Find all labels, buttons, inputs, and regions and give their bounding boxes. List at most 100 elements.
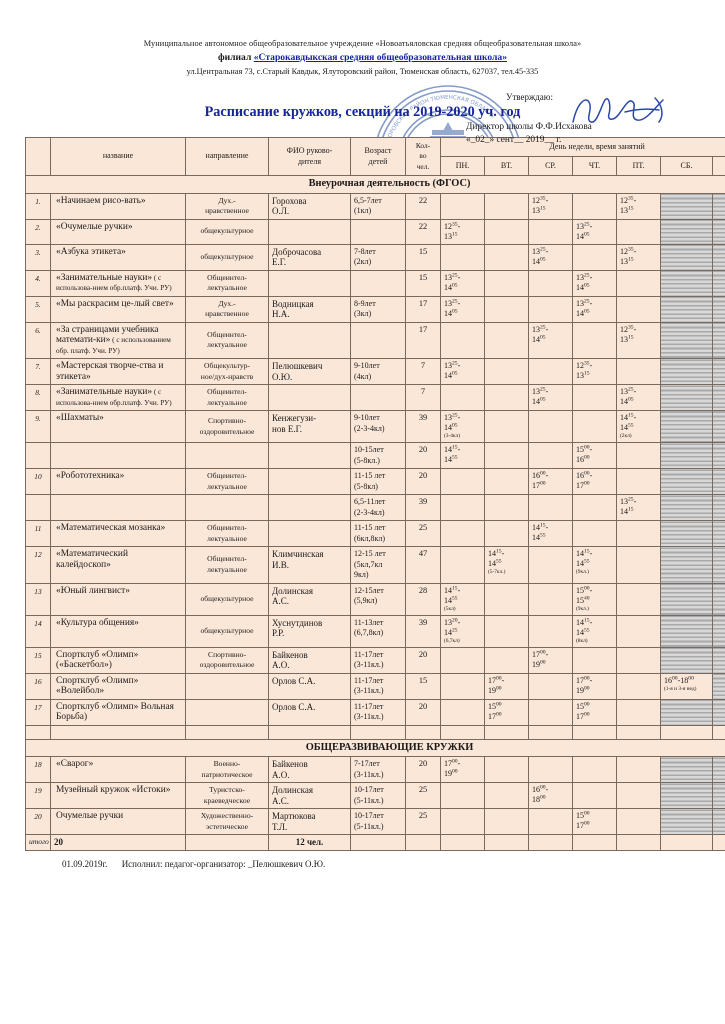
- cell-tuesday: [484, 646, 529, 674]
- cell-sunday: [711, 321, 725, 359]
- table-row[interactable]: 11 «Математическая мозанка» Общеинтел-лект…: [25, 520, 725, 547]
- table-row[interactable]: 15 Спортклуб «Олимп» («Баскетбол») Спортив…: [25, 646, 725, 674]
- cell-wednesday: 1235- 1315: [528, 192, 573, 220]
- cell-age: 10-17лет (5-11кл.): [350, 782, 406, 809]
- cell-tuesday: [484, 442, 529, 469]
- cell-sunday: [711, 218, 725, 245]
- section-header-row: ОБЩЕРАЗВИВАЮЩИЕ КРУЖКИ: [24, 738, 725, 757]
- cell-teacher: [268, 218, 351, 245]
- cell-friday: [616, 358, 661, 385]
- cell-monday: 1235- 1315: [440, 218, 485, 245]
- address-line: ул.Центральная 73, с.Старый Кавдык, Ялут…: [186, 67, 539, 76]
- cell-age: 11-13лет (6,7,8кл): [350, 614, 406, 648]
- cell-sunday: [711, 582, 725, 616]
- table-row[interactable]: 2. «Очумелые ручки» общекультурное 22 1235- 1…: [25, 218, 725, 245]
- cell-sunday: [711, 384, 725, 411]
- cell-count: 15: [405, 243, 441, 271]
- cell-count: 20: [405, 756, 441, 783]
- cell-tuesday: [484, 410, 529, 443]
- cell-name: «Юный лингвист»: [50, 582, 186, 616]
- total-sat: [660, 834, 713, 851]
- table-row[interactable]: 1. «Начинаем рисо-вать» Дух.- нравственное Г…: [25, 192, 725, 220]
- cell-saturday: [660, 243, 713, 271]
- cell-friday: [616, 808, 661, 835]
- cell-age: 12-15лет (5,9кл): [350, 582, 406, 616]
- cell-wednesday: [528, 442, 573, 469]
- total-persons: [405, 834, 441, 851]
- cell-name: «Занимательные науки» ( с использова-ние…: [50, 384, 186, 411]
- cell-name: «Математическая мозанка»: [50, 520, 186, 547]
- cell-direction: Общекультур-ное/дух-нравств: [185, 358, 269, 385]
- cell-count: 20: [405, 698, 441, 726]
- cell-name: [50, 442, 186, 469]
- table-row[interactable]: 6,5-11лет (2-3-4кл) 39 1325- 1415: [25, 494, 725, 521]
- cell-count: 20: [405, 468, 441, 495]
- table-row[interactable]: 10-15лет (5-8кл.) 20 1415- 1455 1500- 1600: [25, 442, 725, 469]
- cell-count: 7: [405, 358, 441, 385]
- cell-sunday: [711, 468, 725, 495]
- cell-wednesday: [528, 494, 573, 521]
- cell-friday: 1235- 1315: [616, 321, 661, 359]
- table-row[interactable]: 13 «Юный лингвист» общекультурное Долинская…: [25, 582, 725, 616]
- total-teachers: 12 чел.: [268, 834, 351, 851]
- table-row[interactable]: 8. «Занимательные науки» ( с использова-н…: [25, 384, 725, 411]
- table-row[interactable]: 5. «Мы раскрасим це-лый свет» Дух.- нравств…: [25, 295, 725, 323]
- cell-thursday: 1500- 1540 (9кл.): [572, 582, 617, 616]
- spacer-cell: [528, 724, 573, 740]
- cell-direction: Спортивно-оздоровительное: [185, 410, 269, 443]
- cell-count: 39: [405, 410, 441, 443]
- cell-thursday: [572, 321, 617, 359]
- table-row[interactable]: 19 Музейный кружок «Истоки» Туристско-крае…: [25, 782, 725, 809]
- cell-direction: Военно-патриотическое: [185, 756, 269, 783]
- col-header-direction: направление: [185, 137, 269, 176]
- cell-tuesday: 1415- 1455 (5-7кл.): [484, 546, 529, 584]
- spacer-cell: [50, 724, 186, 740]
- schedule-table: название направление ФИО руково- дителя …: [24, 137, 725, 851]
- cell-name: Очумелые ручки: [50, 808, 186, 835]
- table-row[interactable]: 20 Очумелые ручки Художественно-эстетическ…: [25, 808, 725, 835]
- table-row[interactable]: 14 «Культура общения» общекультурное Хуснут…: [25, 614, 725, 648]
- cell-name: «Шахматы»: [50, 410, 186, 443]
- table-row[interactable]: 4. «Занимательные науки» ( с использова-н…: [25, 269, 725, 297]
- cell-teacher: [268, 494, 351, 521]
- cell-tuesday: [484, 614, 529, 648]
- cell-monday: 1325- 1405 (3-4кл): [440, 410, 485, 443]
- table-row[interactable]: 9. «Шахматы» Спортивно-оздоровительное Кенж…: [25, 410, 725, 443]
- table-row[interactable]: 7. «Мастерская творче-ства и этикета» Обще…: [25, 358, 725, 385]
- cell-tuesday: [484, 520, 529, 547]
- table-row[interactable]: 18 «Сварог» Военно-патриотическое Байкенов А…: [25, 756, 725, 783]
- cell-teacher: Климчинская И.В.: [268, 546, 351, 584]
- cell-count: 22: [405, 192, 441, 220]
- table-row[interactable]: 6. «За страницами учебника математи-ки» (…: [25, 321, 725, 359]
- header-row-2: ПН. ВТ. СР. ЧТ. ПТ. СБ. ВСК: [26, 156, 725, 176]
- cell-teacher: [268, 442, 351, 469]
- cell-thursday: 1415- 1455 (9кл.): [572, 546, 617, 584]
- table-row[interactable]: 12 «Математический калейдоскоп» Общеинтел-…: [25, 546, 725, 584]
- spacer-cell: [350, 724, 406, 740]
- cell-name: Музейный кружок «Истоки»: [50, 782, 186, 809]
- cell-age: 9-10лет (2-3-4кл): [350, 410, 406, 443]
- approval-block: Утверждаю: Директор школы Ф.Ф.Исхакова «…: [444, 92, 679, 145]
- spacer-row: [25, 724, 725, 740]
- cell-monday: 1415- 1455 (5кл): [440, 582, 485, 616]
- total-direction: [185, 834, 269, 851]
- cell-sunday: [711, 192, 725, 220]
- cell-friday: [616, 269, 661, 297]
- cell-tuesday: [484, 218, 529, 245]
- row-number: [25, 442, 51, 469]
- table-row[interactable]: 3. «Азбука этикета» общекультурное Доброчас…: [25, 243, 725, 271]
- cell-sunday: [711, 614, 725, 648]
- cell-monday: [440, 520, 485, 547]
- cell-wednesday: 1325- 1405: [528, 243, 573, 271]
- cell-tuesday: [484, 269, 529, 297]
- row-number: 4.: [25, 269, 51, 297]
- cell-teacher: [268, 384, 351, 411]
- cell-direction: [185, 672, 269, 700]
- table-row[interactable]: 17 Спортклуб «Олимп» Вольная Борьба) Орлов…: [25, 698, 725, 726]
- cell-friday: 1325- 1405: [616, 384, 661, 411]
- cell-wednesday: [528, 756, 573, 783]
- table-row[interactable]: 16 Спортклуб «Олимп» «Волейбол» Орлов С.А.…: [25, 672, 725, 700]
- table-row[interactable]: 10 «Робототехника» Общеинтел-лектуальное 11…: [25, 468, 725, 495]
- cell-teacher: [268, 321, 351, 359]
- total-thu: [572, 834, 617, 851]
